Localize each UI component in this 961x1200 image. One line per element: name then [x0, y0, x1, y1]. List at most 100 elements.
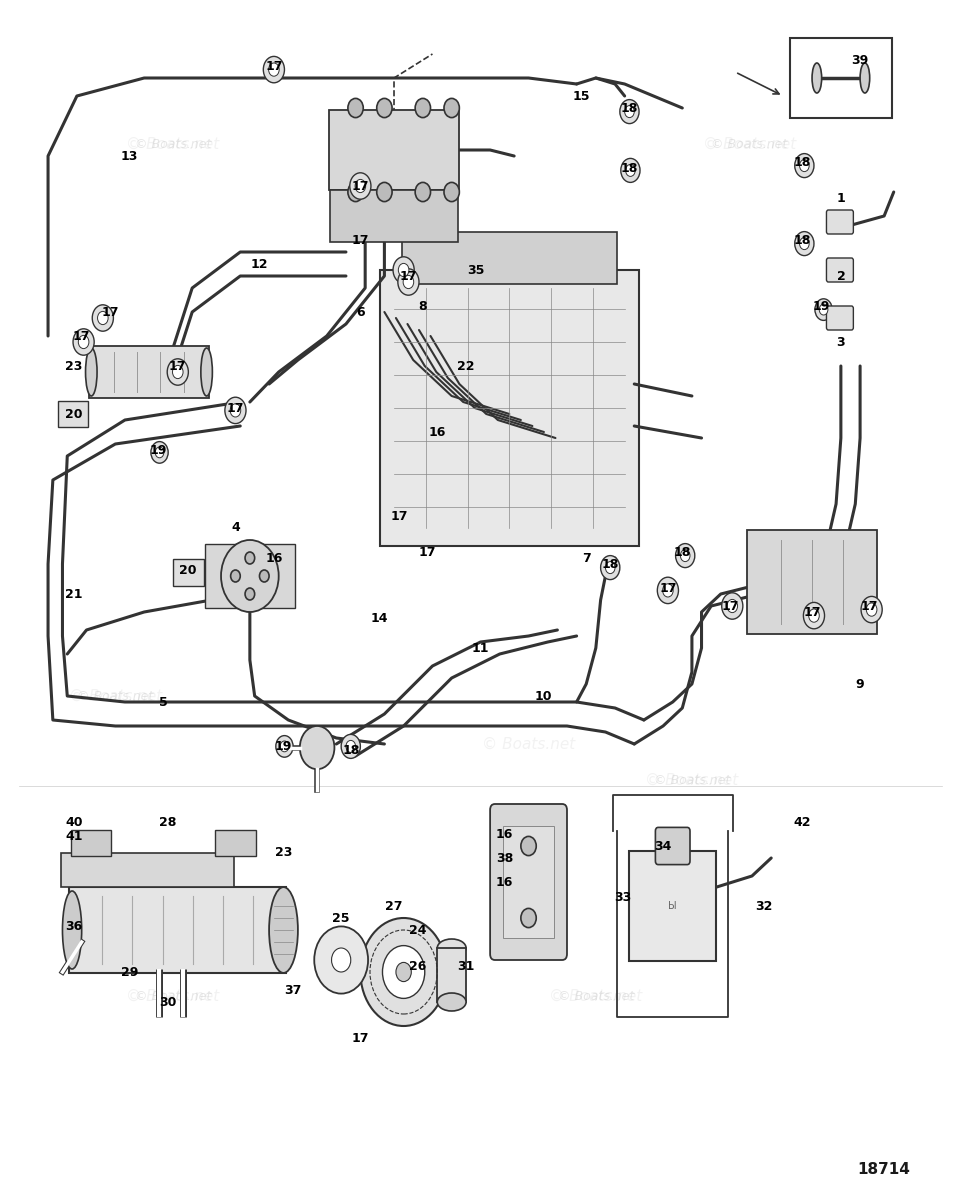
Text: 18: 18 — [794, 156, 811, 168]
Circle shape — [867, 602, 877, 617]
Circle shape — [601, 556, 620, 580]
Text: 12: 12 — [251, 258, 268, 270]
Circle shape — [444, 182, 459, 202]
Text: 17: 17 — [861, 600, 878, 612]
Text: 17: 17 — [722, 600, 739, 612]
Circle shape — [398, 269, 419, 295]
Circle shape — [221, 540, 279, 612]
Text: 19: 19 — [150, 444, 167, 456]
Text: 21: 21 — [65, 588, 83, 600]
Text: 3: 3 — [837, 336, 845, 348]
Text: © Boats.net: © Boats.net — [557, 990, 634, 1002]
Text: 7: 7 — [581, 552, 591, 564]
Circle shape — [861, 596, 882, 623]
Circle shape — [341, 734, 360, 758]
Text: 19: 19 — [813, 300, 830, 312]
Text: 28: 28 — [160, 816, 177, 828]
Text: © Boats.net: © Boats.net — [490, 438, 567, 450]
Circle shape — [225, 397, 246, 424]
Circle shape — [396, 962, 411, 982]
Circle shape — [399, 263, 409, 276]
Circle shape — [663, 583, 673, 596]
Text: 17: 17 — [102, 306, 119, 318]
Circle shape — [415, 98, 431, 118]
Text: 41: 41 — [65, 830, 83, 842]
Text: 17: 17 — [400, 270, 417, 282]
Text: 2: 2 — [836, 270, 846, 282]
Text: 18: 18 — [342, 744, 359, 756]
Circle shape — [377, 182, 392, 202]
Circle shape — [348, 98, 363, 118]
Ellipse shape — [437, 994, 466, 1010]
Circle shape — [815, 299, 832, 320]
Text: 26: 26 — [409, 960, 427, 972]
Circle shape — [173, 365, 184, 379]
Circle shape — [680, 550, 690, 562]
Text: 15: 15 — [573, 90, 590, 102]
Ellipse shape — [201, 348, 212, 396]
Circle shape — [73, 329, 94, 355]
Text: 42: 42 — [794, 816, 811, 828]
Circle shape — [79, 335, 89, 348]
FancyBboxPatch shape — [747, 530, 877, 634]
FancyBboxPatch shape — [628, 852, 717, 960]
Text: 31: 31 — [457, 960, 475, 972]
Text: 17: 17 — [803, 606, 821, 618]
Text: 40: 40 — [65, 816, 83, 828]
Text: © Boats.net: © Boats.net — [549, 989, 643, 1003]
FancyBboxPatch shape — [826, 306, 853, 330]
Circle shape — [820, 304, 828, 314]
Text: 17: 17 — [169, 360, 186, 372]
Text: 17: 17 — [659, 582, 677, 594]
Text: 27: 27 — [385, 900, 403, 912]
FancyBboxPatch shape — [790, 38, 892, 118]
Text: 18: 18 — [794, 234, 811, 246]
FancyBboxPatch shape — [205, 544, 295, 608]
Text: 20: 20 — [65, 408, 83, 420]
FancyBboxPatch shape — [503, 826, 554, 938]
Text: Ы: Ы — [669, 901, 677, 911]
Text: 32: 32 — [755, 900, 773, 912]
Circle shape — [800, 238, 809, 250]
Text: © Boats.net: © Boats.net — [135, 138, 211, 150]
Circle shape — [676, 544, 695, 568]
FancyBboxPatch shape — [215, 830, 256, 857]
Text: 37: 37 — [284, 984, 302, 996]
Text: 17: 17 — [73, 330, 90, 342]
Circle shape — [281, 740, 288, 751]
Circle shape — [259, 570, 269, 582]
Circle shape — [377, 98, 392, 118]
Circle shape — [722, 593, 743, 619]
FancyBboxPatch shape — [380, 270, 639, 546]
Circle shape — [92, 305, 113, 331]
Text: 35: 35 — [467, 264, 484, 276]
Text: © Boats.net: © Boats.net — [653, 774, 730, 786]
Circle shape — [620, 100, 639, 124]
Ellipse shape — [812, 62, 822, 92]
Circle shape — [245, 588, 255, 600]
Circle shape — [346, 740, 356, 752]
Circle shape — [382, 946, 425, 998]
Circle shape — [98, 311, 109, 324]
Circle shape — [350, 173, 371, 199]
Circle shape — [626, 164, 635, 176]
Circle shape — [356, 179, 366, 192]
Text: 4: 4 — [231, 522, 240, 534]
Text: 17: 17 — [352, 180, 369, 192]
Ellipse shape — [62, 890, 82, 970]
Circle shape — [151, 442, 168, 463]
FancyBboxPatch shape — [655, 828, 690, 864]
Text: 6: 6 — [357, 306, 364, 318]
FancyBboxPatch shape — [329, 110, 459, 190]
Text: 23: 23 — [65, 360, 83, 372]
Circle shape — [625, 106, 634, 118]
Ellipse shape — [86, 348, 97, 396]
Circle shape — [393, 257, 414, 283]
Text: 23: 23 — [275, 846, 292, 858]
Circle shape — [621, 158, 640, 182]
FancyBboxPatch shape — [89, 346, 209, 398]
Text: 29: 29 — [121, 966, 138, 978]
Ellipse shape — [437, 938, 466, 958]
FancyBboxPatch shape — [58, 401, 88, 427]
Text: 18714: 18714 — [857, 1163, 911, 1177]
